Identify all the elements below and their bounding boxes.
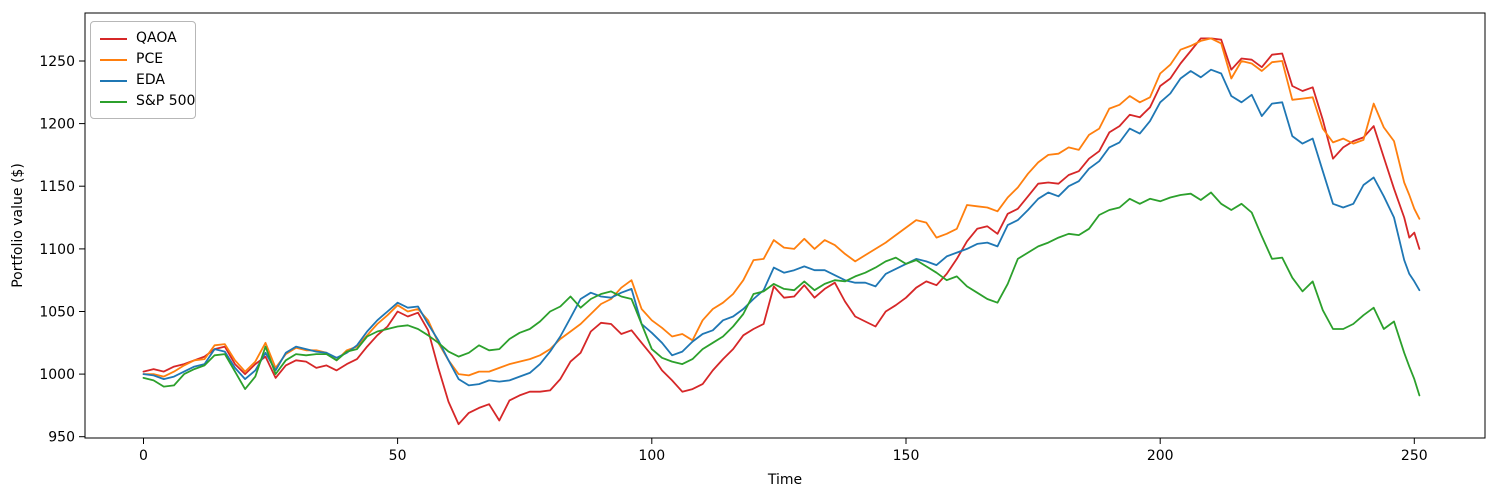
series-line-sp500	[142, 191, 1421, 397]
x-tick-label: 100	[638, 448, 665, 464]
eda-line-sample-icon	[100, 79, 127, 82]
y-tick-label: 1000	[39, 367, 75, 383]
qaoa-line-sample-icon	[100, 37, 127, 40]
y-tick-label: 1150	[39, 179, 75, 195]
series-line-pce	[142, 37, 1421, 378]
pce-line-sample-icon	[100, 58, 127, 61]
legend-label: EDA	[136, 72, 165, 88]
x-tick-label: 50	[389, 448, 407, 464]
series-line-eda	[142, 68, 1421, 387]
y-axis-label: Portfolio value ($)	[10, 163, 26, 288]
series-line-qaoa	[142, 37, 1421, 426]
x-tick-label: 0	[139, 448, 148, 464]
y-tick-label: 950	[48, 430, 75, 446]
legend-item-qaoa: QAOA	[100, 28, 185, 49]
legend: QAOA PCE EDA S&P 500	[90, 21, 196, 119]
legend-label: QAOA	[136, 30, 177, 46]
y-tick-label: 1100	[39, 242, 75, 258]
plot-area	[84, 12, 1486, 439]
y-tick-label: 1250	[39, 54, 75, 70]
legend-label: S&P 500	[136, 93, 196, 109]
legend-item-eda: EDA	[100, 70, 185, 91]
x-tick-label: 200	[1147, 448, 1174, 464]
legend-label: PCE	[136, 51, 164, 67]
x-axis-label: Time	[767, 472, 802, 488]
y-tick-label: 1200	[39, 117, 75, 133]
legend-item-sp500: S&P 500	[100, 91, 195, 112]
x-tick-label: 150	[893, 448, 920, 464]
x-tick-label: 250	[1401, 448, 1428, 464]
legend-item-pce: PCE	[100, 49, 185, 70]
sp500-line-sample-icon	[100, 100, 127, 103]
y-tick-label: 1050	[39, 305, 75, 321]
